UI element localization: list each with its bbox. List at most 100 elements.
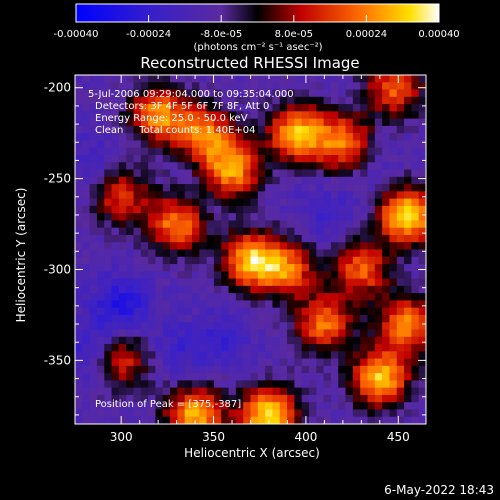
heatmap-cell	[140, 133, 149, 141]
heatmap-cell	[148, 264, 156, 272]
heatmap-cell	[206, 176, 215, 185]
heatmap-cell	[162, 198, 171, 207]
heatmap-cell	[206, 111, 215, 120]
heatmap-cell	[235, 249, 244, 258]
heatmap-cell	[389, 351, 398, 359]
heatmap-cell	[250, 365, 259, 374]
heatmap-cell	[316, 409, 325, 418]
heatmap-cell	[294, 242, 303, 250]
heatmap-cell	[221, 293, 229, 301]
heatmap-cell	[96, 278, 105, 287]
colorbar-ticks: -0.00040 -0.00024 -8.0e-05 8.0e-05 0.00024 0.…	[54, 15, 460, 40]
heatmap-cell	[133, 394, 142, 403]
heatmap-cell	[126, 329, 134, 338]
heatmap-cell	[75, 344, 83, 352]
heatmap-cell	[75, 285, 83, 294]
heatmap-cell	[177, 147, 186, 156]
heatmap-cell	[140, 96, 149, 105]
heatmap-cell	[294, 191, 303, 199]
heatmap-cell	[82, 176, 91, 185]
heatmap-cell	[404, 111, 412, 120]
heatmap-cell	[228, 227, 237, 236]
heatmap-cell	[192, 293, 200, 301]
heatmap-cell	[213, 344, 222, 352]
heatmap-cell	[140, 227, 149, 236]
heatmap-cell	[148, 234, 156, 243]
heatmap-cell	[279, 249, 288, 258]
heatmap-cell	[323, 205, 332, 214]
heatmap-cell	[75, 394, 83, 403]
heatmap-cell	[89, 300, 98, 309]
heatmap-cell	[82, 322, 91, 330]
heatmap-cell	[228, 234, 237, 243]
heatmap-cell	[360, 307, 368, 316]
heatmap-cell	[206, 380, 215, 389]
heatmap-cell	[199, 220, 208, 229]
heatmap-cell	[170, 344, 178, 352]
heatmap-cell	[396, 336, 405, 345]
heatmap-cell	[213, 285, 222, 294]
heatmap-cell	[323, 256, 332, 265]
heatmap-cell	[75, 293, 83, 301]
heatmap-cell	[206, 336, 215, 345]
heatmap-cell	[272, 329, 281, 338]
heatmap-cell	[279, 191, 288, 199]
heatmap-cell	[411, 336, 420, 345]
heatmap-cell	[243, 344, 251, 352]
heatmap-cell	[389, 402, 398, 410]
heatmap-cell	[338, 133, 346, 141]
heatmap-cell	[140, 351, 149, 359]
heatmap-cell	[352, 104, 361, 112]
heatmap-cell	[411, 111, 420, 120]
heatmap-cell	[382, 409, 390, 418]
heatmap-cell	[126, 264, 134, 272]
heatmap-cell	[228, 380, 237, 389]
heatmap-cell	[367, 75, 376, 83]
heatmap-cell	[243, 227, 251, 236]
heatmap-cell	[309, 322, 317, 330]
heatmap-cell	[411, 264, 420, 272]
heatmap-cell	[118, 176, 127, 185]
heatmap-cell	[162, 264, 171, 272]
heatmap-cell	[316, 278, 325, 287]
heatmap-cell	[213, 184, 222, 192]
heatmap-cell	[367, 394, 376, 403]
heatmap-cell	[330, 104, 339, 112]
heatmap-cell	[265, 96, 273, 105]
heatmap-cell	[279, 118, 288, 127]
heatmap-cell	[75, 234, 83, 243]
heatmap-cell	[360, 409, 368, 418]
heatmap-cell	[294, 125, 303, 134]
heatmap-cell	[192, 416, 200, 425]
heatmap-cell	[360, 191, 368, 199]
heatmap-cell	[243, 365, 251, 374]
heatmap-cell	[96, 89, 105, 98]
heatmap-cell	[287, 365, 295, 374]
heatmap-cell	[316, 380, 325, 389]
heatmap-cell	[235, 227, 244, 236]
heatmap-cell	[352, 205, 361, 214]
heatmap-cell	[111, 198, 120, 207]
heatmap-cell	[257, 336, 266, 345]
heatmap-cell	[345, 205, 354, 214]
heatmap-cell	[133, 140, 142, 149]
heatmap-cell	[404, 118, 412, 127]
heatmap-cell	[162, 314, 171, 323]
heatmap-cell	[382, 365, 390, 374]
heatmap-cell	[250, 394, 259, 403]
heatmap-cell	[301, 307, 310, 316]
heatmap-cell	[352, 249, 361, 258]
heatmap-cell	[309, 300, 317, 309]
heatmap-cell	[316, 336, 325, 345]
heatmap-cell	[206, 394, 215, 403]
heatmap-cell	[265, 154, 273, 163]
heatmap-cell	[170, 234, 178, 243]
heatmap-cell	[199, 104, 208, 112]
heatmap-cell	[96, 242, 105, 250]
heatmap-cell	[338, 198, 346, 207]
heatmap-cell	[228, 344, 237, 352]
heatmap-cell	[170, 336, 178, 345]
heatmap-cell	[184, 394, 193, 403]
annotation-total-counts: Clean Total counts: 1.40E+04	[95, 125, 255, 136]
heatmap-cell	[228, 118, 237, 127]
